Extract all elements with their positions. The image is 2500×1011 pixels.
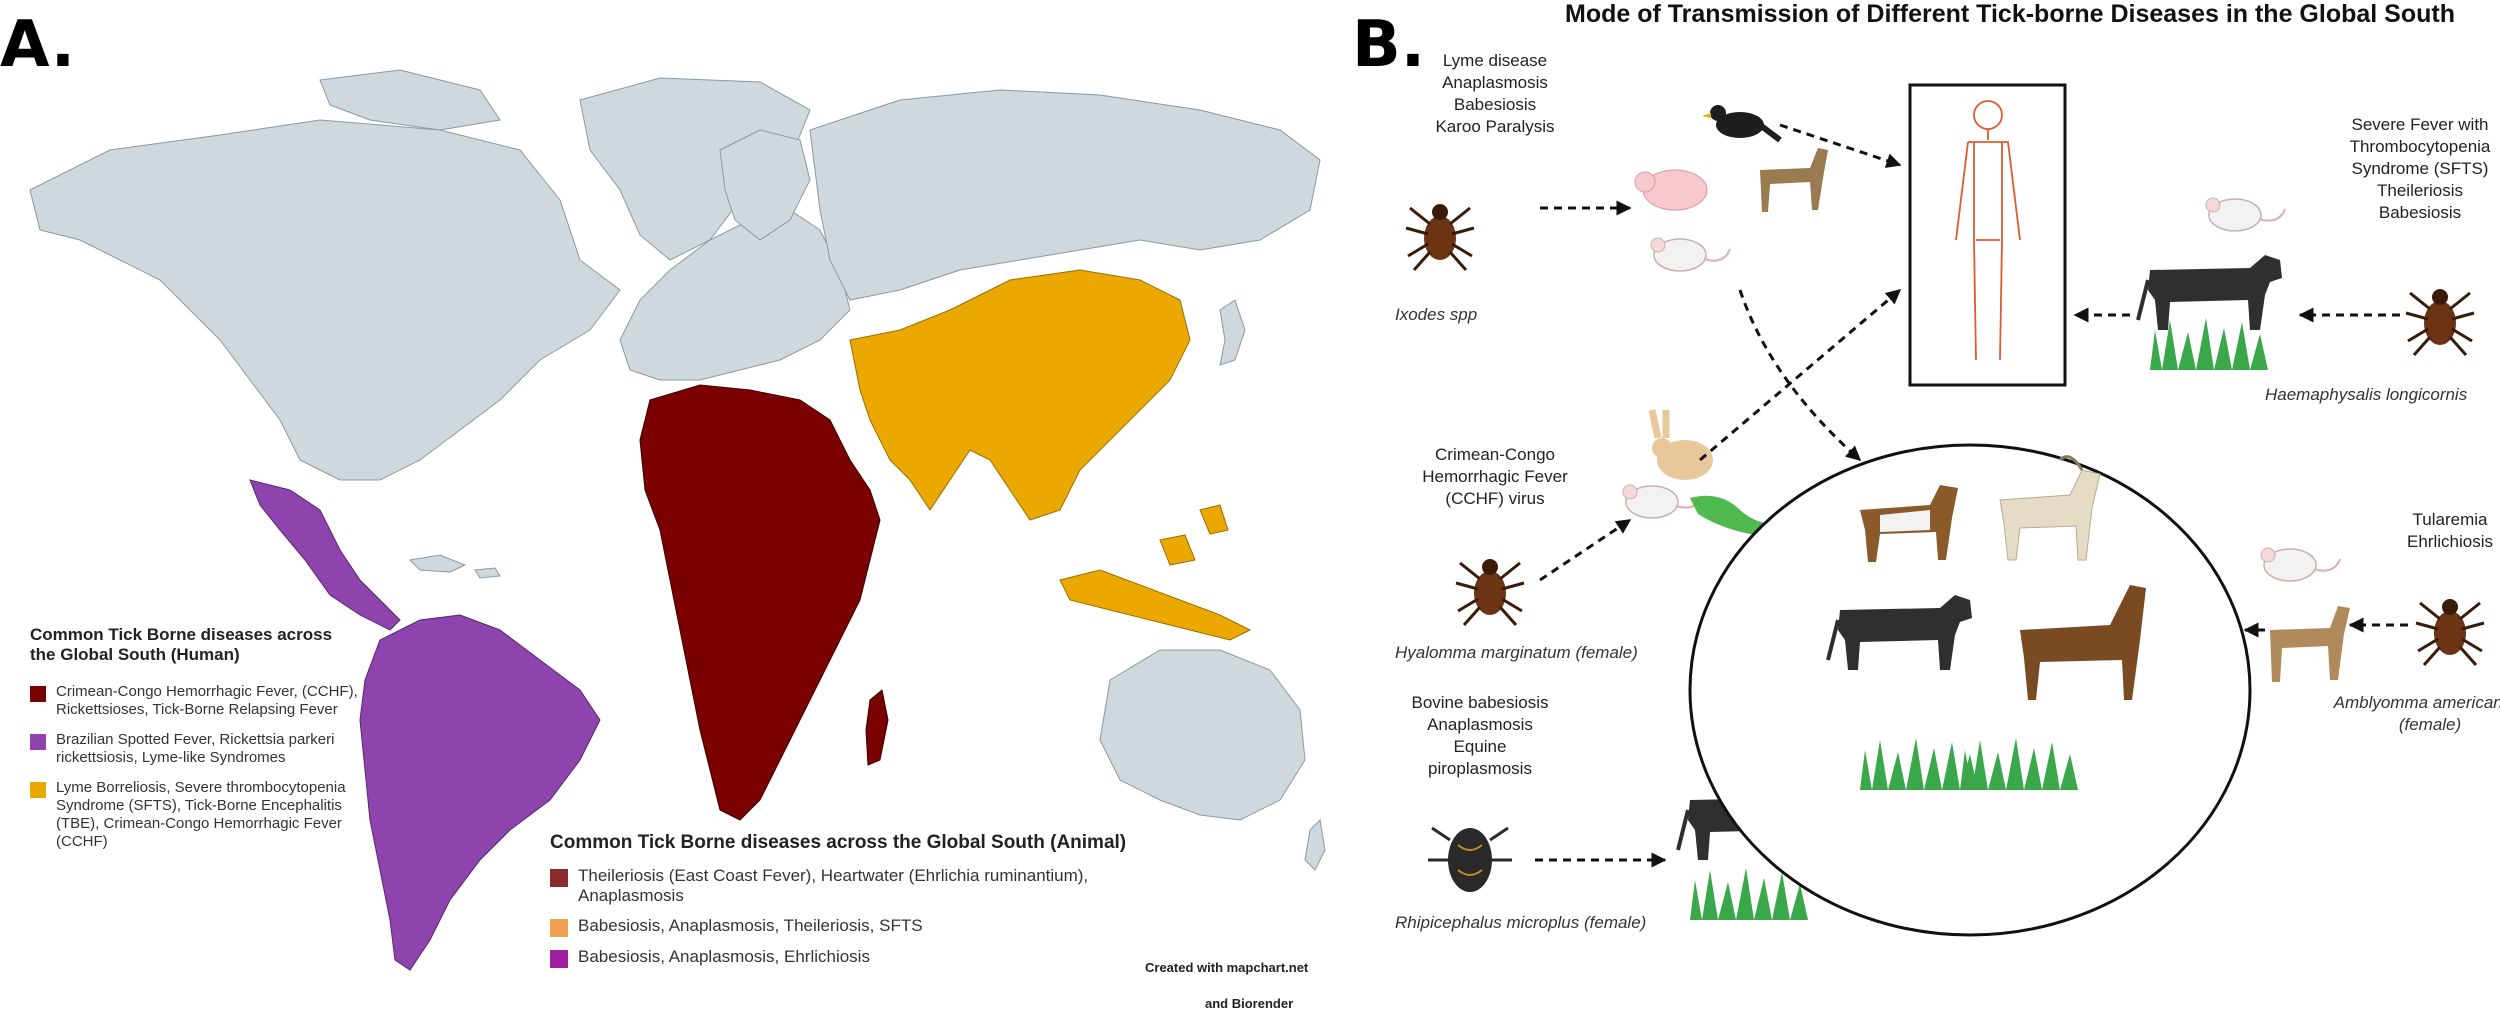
legend-swatch-purple [30,734,46,750]
hyalomma-tick-icon [1454,557,1526,627]
animal-legend-item: Theileriosis (East Coast Fever), Heartwa… [550,866,1190,906]
legend-swatch-brown-red [550,869,568,887]
bird-icon [1702,105,1782,143]
human-figure-icon [1955,100,2021,361]
ixodes-disease: Anaplasmosis [1442,73,1548,92]
haemaphysalis-disease: Theileriosis [2377,181,2463,200]
cow-icon [2136,253,2284,332]
animal-legend-item: Babesiosis, Anaplasmosis, Theileriosis, … [550,916,1190,937]
animal-legend-item: Babesiosis, Anaplasmosis, Ehrlichiosis [550,947,1190,968]
map-region-indonesia [1059,504,1252,641]
map-region-new-zealand [1304,818,1326,871]
rhipicephalus-species: Rhipicephalus microplus (female) [1395,913,1646,932]
transmission-diagram: Lyme disease Anaplasmosis Babesiosis Kar… [1395,51,2500,937]
haemaphysalis-disease: Thrombocytopenia [2350,137,2491,156]
map-region-central-america [249,479,401,631]
map-region-scandinavia [719,129,811,241]
map-region-greenland [579,77,811,261]
panel-b-label: B. [1352,8,1426,82]
map-region-caribbean [408,554,501,579]
ixodes-disease: Karoo Paralysis [1435,117,1554,136]
amblyomma-species: Amblyomma americanum [2333,693,2500,712]
hyalomma-disease: Crimean-Congo [1435,445,1555,464]
panel-b-title: Mode of Transmission of Different Tick-b… [1565,0,2455,28]
haemaphysalis-disease: Syndrome (SFTS) [2352,159,2489,178]
ixodes-tick-icon [1404,202,1476,272]
human-legend-item: Brazilian Spotted Fever, Rickettsia park… [30,731,360,767]
ixodes-disease: Lyme disease [1443,51,1547,70]
pig-icon [1634,169,1708,211]
amblyomma-disease: Ehrlichiosis [2407,532,2493,551]
animal-oval [1688,443,2252,937]
map-region-japan [1219,299,1246,366]
map-region-russia [809,89,1321,301]
map-region-asia-south-east [849,269,1191,521]
human-legend-item: Lyme Borreliosis, Severe thrombocytopeni… [30,779,360,851]
dog-icon [1860,485,1958,562]
horse-icon [2020,585,2146,700]
map-region-australia [1099,649,1306,821]
map-region-arctic-islands [319,69,501,131]
legend-swatch-magenta [550,950,568,968]
haemaphysalis-species: Haemaphysalis longicornis [2265,385,2468,404]
rhipicephalus-disease: Bovine babesiosis [1411,693,1548,712]
human-legend-item: Crimean-Congo Hemorrhagic Fever, (CCHF),… [30,683,360,719]
world-map [29,69,1326,971]
legend-item-text: Lyme Borreliosis, Severe thrombocytopeni… [56,779,346,850]
arrow-hyalomma-to-hosts [1539,518,1632,582]
ixodes-species: Ixodes spp [1395,305,1477,324]
legend-item-text: Babesiosis, Anaplasmosis, Ehrlichiosis [578,947,870,966]
hyalomma-disease: (CCHF) virus [1445,489,1544,508]
mouse-icon [2205,197,2286,232]
rhipicephalus-disease: Anaplasmosis [1427,715,1533,734]
goat-icon [1999,455,2101,561]
hyalomma-species: Hyalomma marginatum (female) [1395,643,1638,662]
ixodes-disease: Babesiosis [1454,95,1536,114]
rhipicephalus-disease: Equine [1454,737,1507,756]
haemaphysalis-tick-icon [2404,287,2476,357]
mouse-icon [1622,484,1703,519]
legend-item-text: Brazilian Spotted Fever, Rickettsia park… [56,731,335,766]
panel-a-label: A. [0,8,76,82]
legend-swatch-dark-red [30,686,46,702]
credit-line-2: and Biorender [1205,996,1294,1011]
map-region-north-america [29,119,621,481]
human-legend: Common Tick Borne diseases across the Gl… [30,625,360,851]
animal-legend: Common Tick Borne diseases across the Gl… [550,832,1190,968]
credit-line-1: Created with mapchart.net [1145,960,1309,975]
animal-legend-title: Common Tick Borne diseases across the Gl… [550,832,1127,853]
legend-item-text: Crimean-Congo Hemorrhagic Fever, (CCHF),… [56,683,358,718]
mouse-icon [1650,237,1731,272]
arrow-hyalomma-hosts-to-human [1699,288,1902,462]
amblyomma-species-sex: (female) [2399,715,2461,734]
deer-icon [2270,606,2350,682]
arrow-hosts-to-human [1779,123,1902,168]
haemaphysalis-disease: Babesiosis [2379,203,2461,222]
haemaphysalis-disease: Severe Fever with [2352,115,2489,134]
map-region-africa [639,384,881,821]
mouse-icon [2260,547,2341,582]
legend-swatch-orange [550,919,568,937]
human-legend-title: Common Tick Borne diseases across the Gl… [30,625,333,664]
amblyomma-tick-icon [2414,597,2486,667]
rhipicephalus-disease: piroplasmosis [1428,759,1532,778]
hyalomma-disease: Hemorrhagic Fever [1422,467,1568,486]
map-region-madagascar [865,689,889,766]
amblyomma-disease: Tularemia [2413,510,2488,529]
rabbit-icon [1648,409,1713,480]
legend-item-text: Babesiosis, Anaplasmosis, Theileriosis, … [578,916,923,935]
legend-swatch-gold [30,782,46,798]
arrow-hosts-to-animals [1738,289,1862,462]
legend-item-text: Theileriosis (East Coast Fever), Heartwa… [578,866,1089,905]
map-region-south-america [359,614,601,971]
rhipicephalus-tick-icon [1428,826,1512,892]
deer-icon [1760,148,1828,212]
